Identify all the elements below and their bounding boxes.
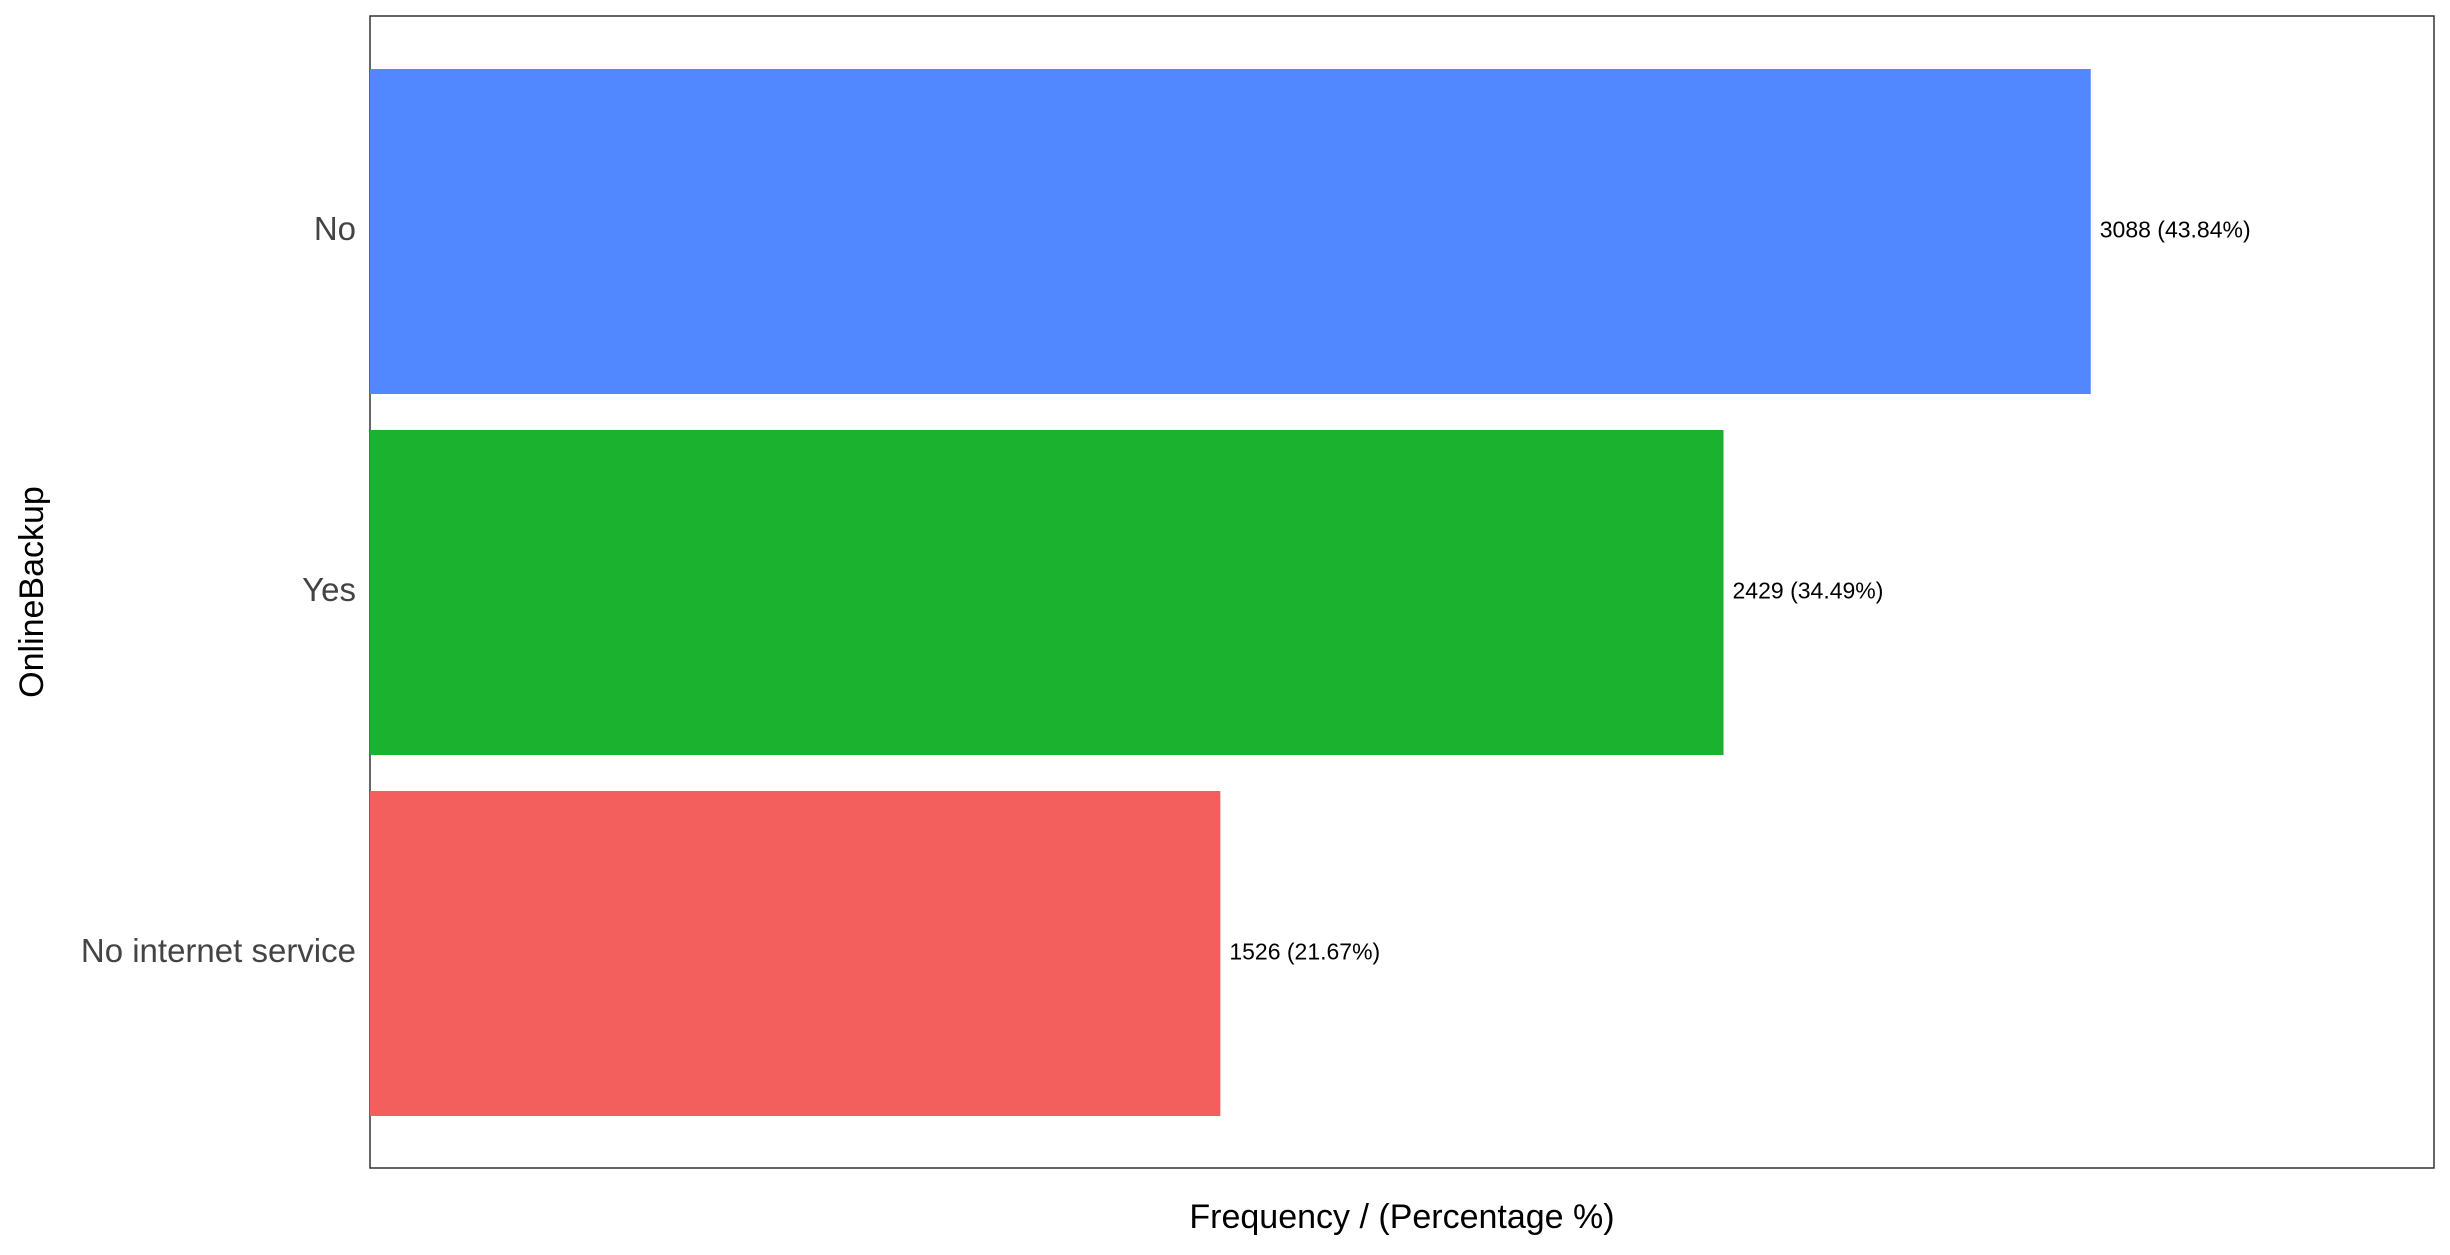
bar-yes (370, 430, 1724, 755)
bar-no-internet-service (370, 791, 1221, 1116)
bar-no (370, 69, 2091, 394)
data-labels-group: 3088 (43.84%) 2429 (34.49%) 1526 (21.67%) (1229, 217, 2250, 965)
bars-group (370, 69, 2091, 1116)
data-label-no: 3088 (43.84%) (2100, 217, 2251, 243)
category-labels-group: No Yes No internet service (81, 210, 356, 969)
data-label-no-internet-service: 1526 (21.67%) (1229, 939, 1380, 965)
x-axis-title: Frequency / (Percentage %) (1189, 1198, 1614, 1236)
y-axis-title: OnlineBackup (13, 486, 51, 698)
category-label-no-internet-service: No internet service (81, 932, 356, 969)
category-label-no: No (314, 210, 356, 247)
data-label-yes: 2429 (34.49%) (1733, 578, 1884, 604)
category-label-yes: Yes (302, 571, 356, 608)
